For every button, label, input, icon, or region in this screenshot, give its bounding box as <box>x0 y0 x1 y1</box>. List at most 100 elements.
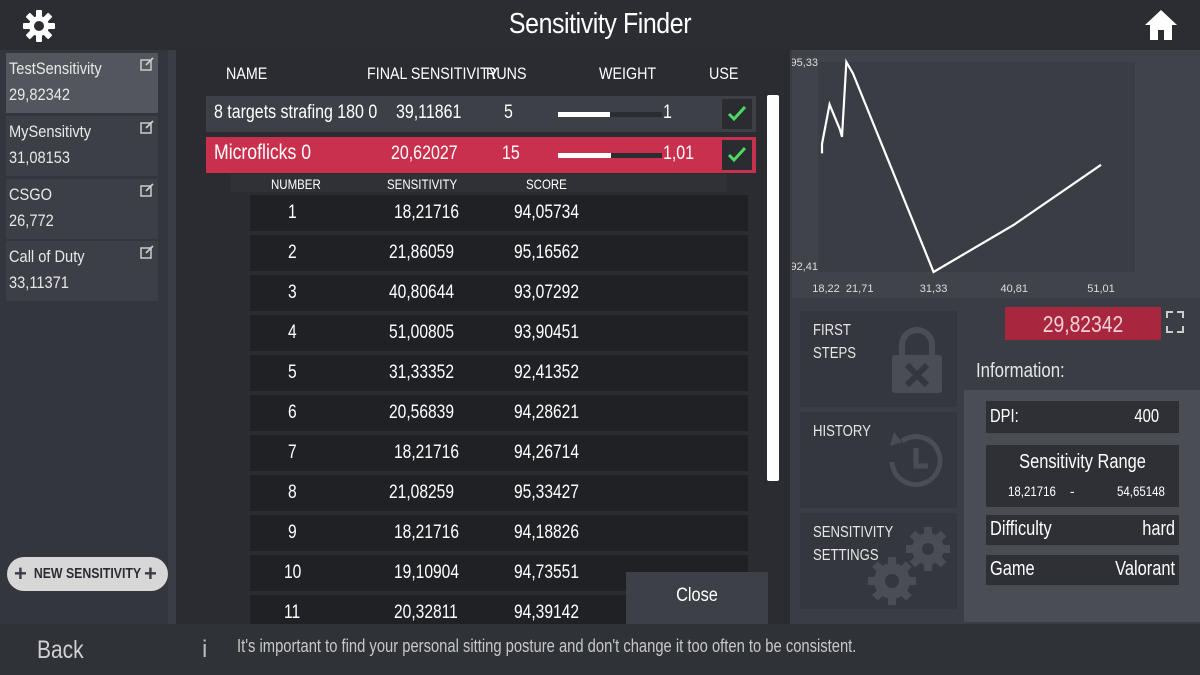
run-number: 3 <box>288 282 297 303</box>
run-number: 10 <box>284 562 302 583</box>
scenario-row[interactable]: 8 targets strafing 180 0 39,11861 5 1 <box>206 96 756 132</box>
edit-icon[interactable] <box>140 245 154 259</box>
scenario-row-active[interactable]: Microflicks 0 20,62027 15 1,01 <box>206 137 756 173</box>
edit-icon[interactable] <box>140 57 154 71</box>
sub-header-score: SCORE <box>526 176 567 192</box>
lock-icon <box>892 327 942 393</box>
edit-icon[interactable] <box>140 183 154 197</box>
run-number: 1 <box>288 202 297 223</box>
column-header-name: NAME <box>226 64 268 83</box>
first-steps-button[interactable]: FIRST STEPS <box>800 311 957 407</box>
run-score: 94,26714 <box>514 442 579 463</box>
range-max: 54,65148 <box>1117 483 1165 499</box>
run-score: 94,05734 <box>514 202 579 223</box>
sidebar-item-csgo[interactable]: CSGO 26,772 <box>6 179 158 239</box>
x-tick-label: 21,71 <box>846 283 874 295</box>
info-icon: i <box>202 636 208 663</box>
sensitivity-settings-label: SENSITIVITY SETTINGS <box>813 524 894 564</box>
scrollbar[interactable] <box>767 95 779 481</box>
sidebar-item-call-of-duty[interactable]: Call of Duty 33,11371 <box>6 241 158 301</box>
gears-icon <box>868 527 950 605</box>
difficulty-value: hard <box>1142 518 1175 540</box>
difficulty-row: Difficulty hard <box>986 515 1179 545</box>
run-score: 94,18826 <box>514 522 579 543</box>
edit-icon[interactable] <box>140 120 154 134</box>
first-steps-label: FIRST STEPS <box>813 322 857 362</box>
dpi-row: DPI: 400 <box>986 401 1179 433</box>
run-number: 9 <box>288 522 297 543</box>
run-row: 5 31,33352 92,41352 <box>250 355 748 391</box>
run-score: 95,33427 <box>514 482 579 503</box>
x-tick-label: 18,22 <box>812 283 840 295</box>
run-score: 93,90451 <box>514 322 579 343</box>
run-row: 4 51,00805 93,90451 <box>250 315 748 351</box>
run-sensitivity: 20,56839 <box>389 402 454 423</box>
y-tick-label: 92,41 <box>792 261 818 273</box>
checkmark-icon <box>727 146 747 163</box>
final-sensitivity-display: 29,82342 <box>1005 307 1161 340</box>
profile-value: 33,11371 <box>9 273 69 292</box>
profile-value: 29,82342 <box>9 85 70 104</box>
run-sensitivity: 21,08259 <box>389 482 454 503</box>
scenario-table-panel: NAME FINAL SENSITIVITY RUNS WEIGHT USE 8… <box>176 50 790 624</box>
plus-icon: + <box>144 561 157 586</box>
sidebar-item-testsensitivity[interactable]: TestSensitivity 29,82342 <box>6 53 158 113</box>
scenario-final-sensitivity: 39,11861 <box>396 102 462 123</box>
run-score: 92,41352 <box>514 362 579 383</box>
page-title: Sensitivity Finder <box>508 8 692 40</box>
history-label: HISTORY <box>813 423 871 440</box>
run-score: 94,39142 <box>514 602 579 623</box>
use-checkbox[interactable] <box>722 99 752 129</box>
y-tick-label: 95,33 <box>792 57 818 69</box>
run-sensitivity: 20,32811 <box>394 602 458 623</box>
range-separator: - <box>1070 483 1075 499</box>
game-label: Game <box>990 558 1035 580</box>
close-button[interactable]: Close <box>626 572 768 624</box>
run-number: 4 <box>288 322 297 343</box>
x-tick-label: 31,33 <box>920 283 948 295</box>
back-button[interactable]: Back <box>37 636 84 664</box>
top-bar: Sensitivity Finder <box>0 0 1200 50</box>
final-sensitivity-value: 29,82342 <box>1042 311 1124 337</box>
plus-icon: + <box>14 561 27 586</box>
sensitivity-settings-button[interactable]: SENSITIVITY SETTINGS <box>800 513 957 609</box>
run-sensitivity: 19,10904 <box>394 562 459 583</box>
game-value: Valorant <box>1115 558 1175 580</box>
run-row: 8 21,08259 95,33427 <box>250 475 748 511</box>
run-sensitivity: 18,21716 <box>394 442 459 463</box>
game-row: Game Valorant <box>986 555 1179 585</box>
run-number: 6 <box>288 402 297 423</box>
weight-slider[interactable] <box>558 153 662 158</box>
information-title: Information: <box>976 360 1065 382</box>
new-sensitivity-label: NEW SENSITIVITY <box>33 565 142 582</box>
run-sensitivity: 51,00805 <box>389 322 454 343</box>
profile-name: Call of Duty <box>9 247 85 266</box>
run-score: 94,28621 <box>514 402 579 423</box>
scenario-runs: 15 <box>502 143 520 164</box>
run-row: 3 40,80644 93,07292 <box>250 275 748 311</box>
weight-slider[interactable] <box>558 112 662 117</box>
dpi-label: DPI: <box>990 406 1019 426</box>
x-tick-label: 40,81 <box>1000 283 1028 295</box>
use-checkbox[interactable] <box>722 140 752 170</box>
bottom-bar: Back i It's important to find your perso… <box>0 624 1200 675</box>
gear-icon[interactable] <box>22 9 56 43</box>
run-row: 7 18,21716 94,26714 <box>250 435 748 471</box>
history-button[interactable]: HISTORY <box>800 412 957 508</box>
series-line <box>820 58 1102 274</box>
run-number: 5 <box>288 362 297 383</box>
checkmark-icon <box>727 105 747 122</box>
sensitivity-range-label: Sensitivity Range <box>1019 451 1146 473</box>
sub-header-sensitivity: SENSITIVITY <box>387 176 458 192</box>
expand-icon[interactable] <box>1165 310 1185 334</box>
new-sensitivity-button[interactable]: + NEW SENSITIVITY + <box>7 557 168 591</box>
run-score: 95,16562 <box>514 242 579 263</box>
home-icon[interactable] <box>1143 8 1179 42</box>
run-sensitivity: 40,80644 <box>389 282 454 303</box>
sidebar-item-mysensitivty[interactable]: MySensitivty 31,08153 <box>6 116 158 176</box>
profile-value: 26,772 <box>9 211 54 230</box>
run-number: 11 <box>284 602 301 623</box>
history-clock-icon <box>889 432 943 488</box>
scenario-final-sensitivity: 20,62027 <box>391 143 458 164</box>
column-header-use: USE <box>709 64 739 83</box>
